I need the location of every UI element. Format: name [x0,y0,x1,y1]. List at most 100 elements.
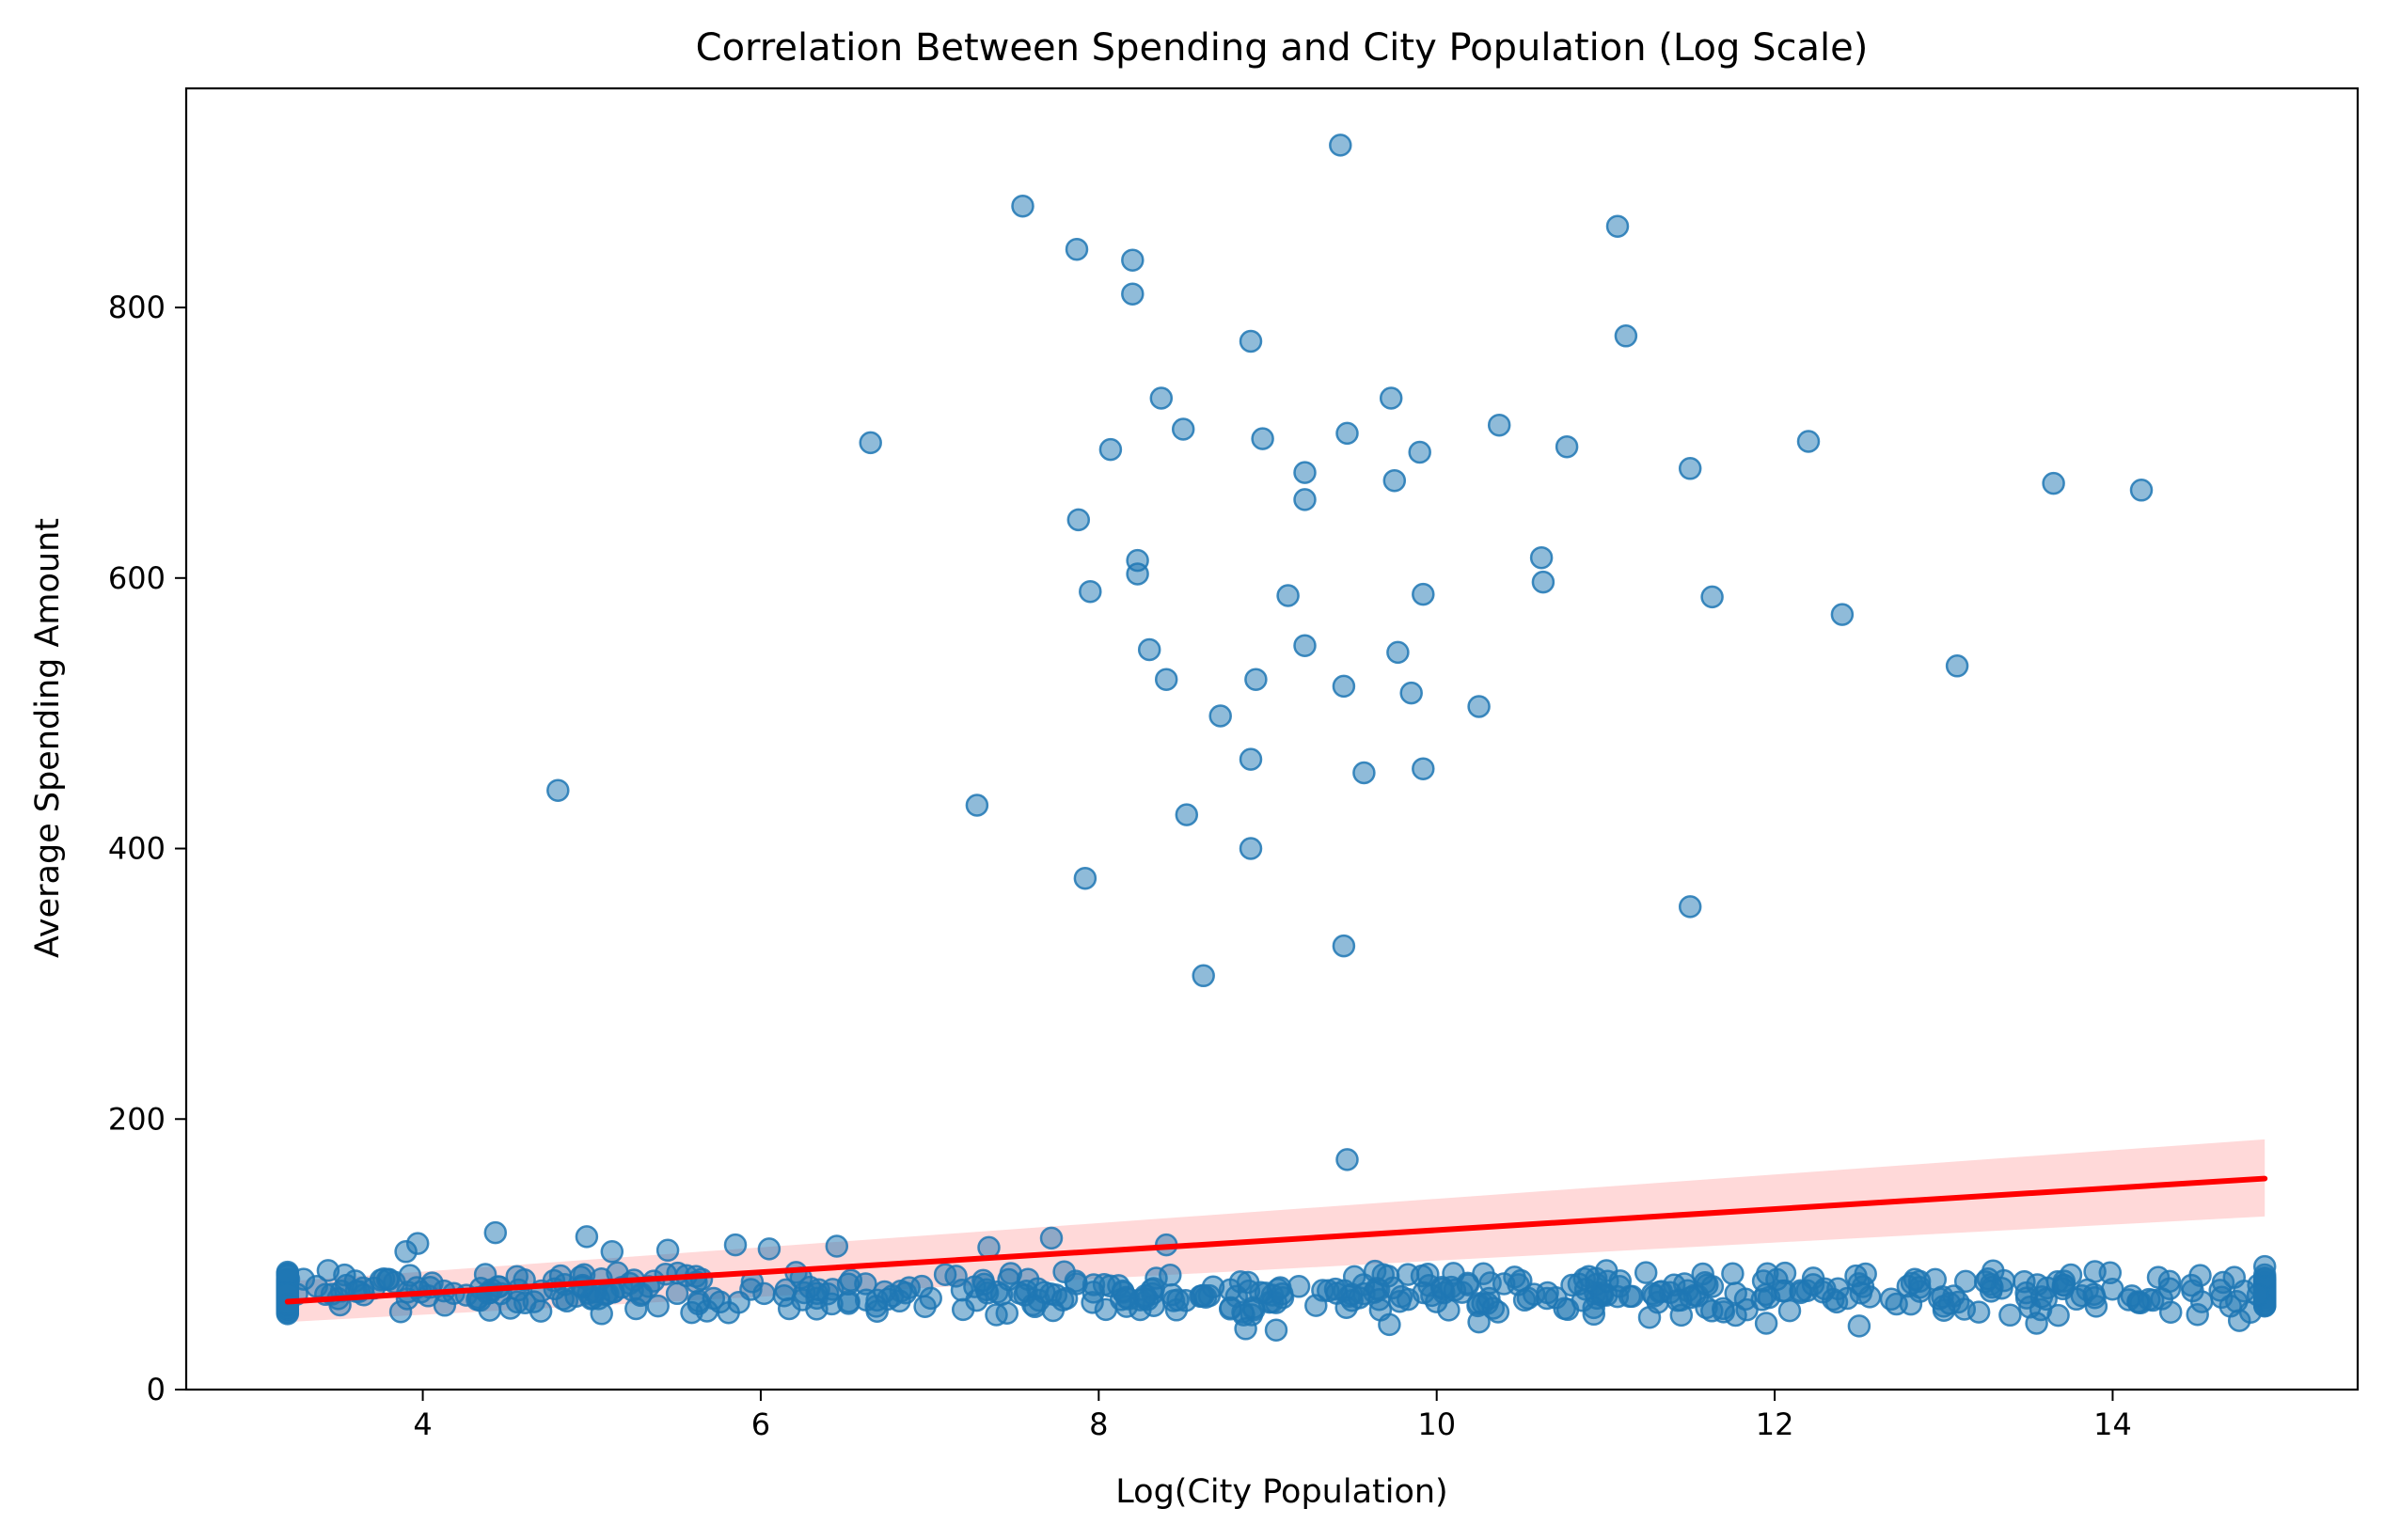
confidence-band-area [287,1139,2266,1323]
data-point [1481,1296,1506,1320]
data-point [2222,1265,2247,1289]
data-point [1304,1294,1328,1317]
data-point [2227,1309,2251,1332]
data-point [1620,1284,1644,1309]
data-point [1966,1300,1991,1324]
data-point [522,1290,546,1313]
data-point-outlier [1066,508,1091,532]
x-tick-label: 12 [1756,1406,1794,1442]
regression-fit-line [284,1175,2268,1305]
data-point-outlier [1098,437,1123,462]
data-point [2252,1254,2277,1279]
x-tick-label: 8 [1089,1406,1108,1442]
data-point-outlier [1555,434,1579,459]
data-point [1201,1275,1225,1298]
data-point [1416,1263,1440,1286]
data-point-outlier [1121,282,1145,306]
data-point [2025,1312,2048,1335]
data-point [2186,1302,2209,1327]
data-point [2146,1265,2171,1289]
confidence-band [287,1139,2266,1323]
y-tick-label: 200 [108,1101,166,1137]
data-point-outlier [1700,585,1724,609]
data-point [1082,1281,1105,1304]
data-point-outlier [1293,634,1317,657]
data-point-outlier [1329,134,1352,157]
data-point [2014,1281,2038,1305]
data-point-outlier [1121,248,1145,272]
data-point [1271,1281,1294,1306]
data-point-outlier [1011,194,1034,218]
data-point-outlier [1149,386,1174,410]
data-point [1555,1297,1580,1322]
data-point-outlier [1386,640,1410,665]
data-point [2098,1261,2123,1285]
data-point [1998,1303,2022,1328]
data-point-outlier [1412,582,1435,606]
data-point [2064,1287,2089,1312]
plot-frame [184,86,2360,1391]
data-point [2188,1264,2212,1287]
x-axis-label: Log(City Population) [1115,1473,1447,1511]
y-tick-label: 800 [108,290,166,325]
data-point-outlier [1332,674,1356,699]
data-point-outlier [1293,488,1317,511]
data-point [276,1262,300,1285]
y-tick-label: 600 [108,560,166,596]
data-point [702,1286,726,1311]
data-point [1582,1296,1605,1320]
data-point [1094,1297,1118,1322]
data-point [1161,1282,1184,1307]
data-point [377,1267,401,1292]
data-point [1691,1262,1714,1286]
data-point [1885,1292,1908,1316]
data-point [865,1288,889,1312]
data-point-outlier [1126,562,1149,586]
data-point [1801,1273,1825,1296]
data-point-outlier [1332,934,1356,958]
data-point [1637,1305,1662,1329]
data-point-outlier [1352,761,1376,785]
data-point [2034,1287,2058,1312]
data-point [2208,1279,2232,1302]
data-point-outlier [1239,747,1263,771]
data-point [997,1267,1020,1292]
data-point-outlier [1379,386,1403,410]
data-point [575,1225,599,1249]
data-point [473,1263,497,1286]
data-point [1378,1312,1401,1337]
data-point [1721,1262,1745,1285]
data-point [1052,1260,1076,1283]
data-point [897,1276,921,1299]
data-point [727,1290,750,1314]
data-point [1145,1266,1168,1290]
data-point [1219,1296,1242,1320]
y-axis-label: Average Spending Amount [29,518,67,958]
data-point-outlier [2129,479,2154,502]
data-point [405,1232,430,1255]
data-point [1992,1268,2016,1293]
data-point-outlier [1412,757,1435,780]
data-point [590,1302,613,1326]
data-point [1666,1288,1690,1312]
data-point-outlier [1079,579,1102,604]
data-point [1467,1310,1491,1334]
data-point [1928,1287,1951,1311]
data-point [2046,1303,2070,1328]
data-point [965,1288,988,1312]
data-point [1642,1284,1666,1308]
data-point [1634,1261,1658,1284]
data-point [1234,1317,1257,1341]
data-point [1237,1279,1261,1303]
y-tick-label: 400 [108,831,166,867]
data-point [1325,1281,1349,1305]
data-point [646,1294,670,1318]
data-point-outlier [1065,237,1089,261]
data-point [600,1240,624,1264]
data-point-outlier [1293,461,1317,484]
data-point-outlier [1208,704,1232,728]
data-point-outlier [1137,637,1161,662]
data-point-outlier [1945,654,1969,678]
data-point [624,1296,648,1321]
data-point-outlier [1192,964,1215,988]
